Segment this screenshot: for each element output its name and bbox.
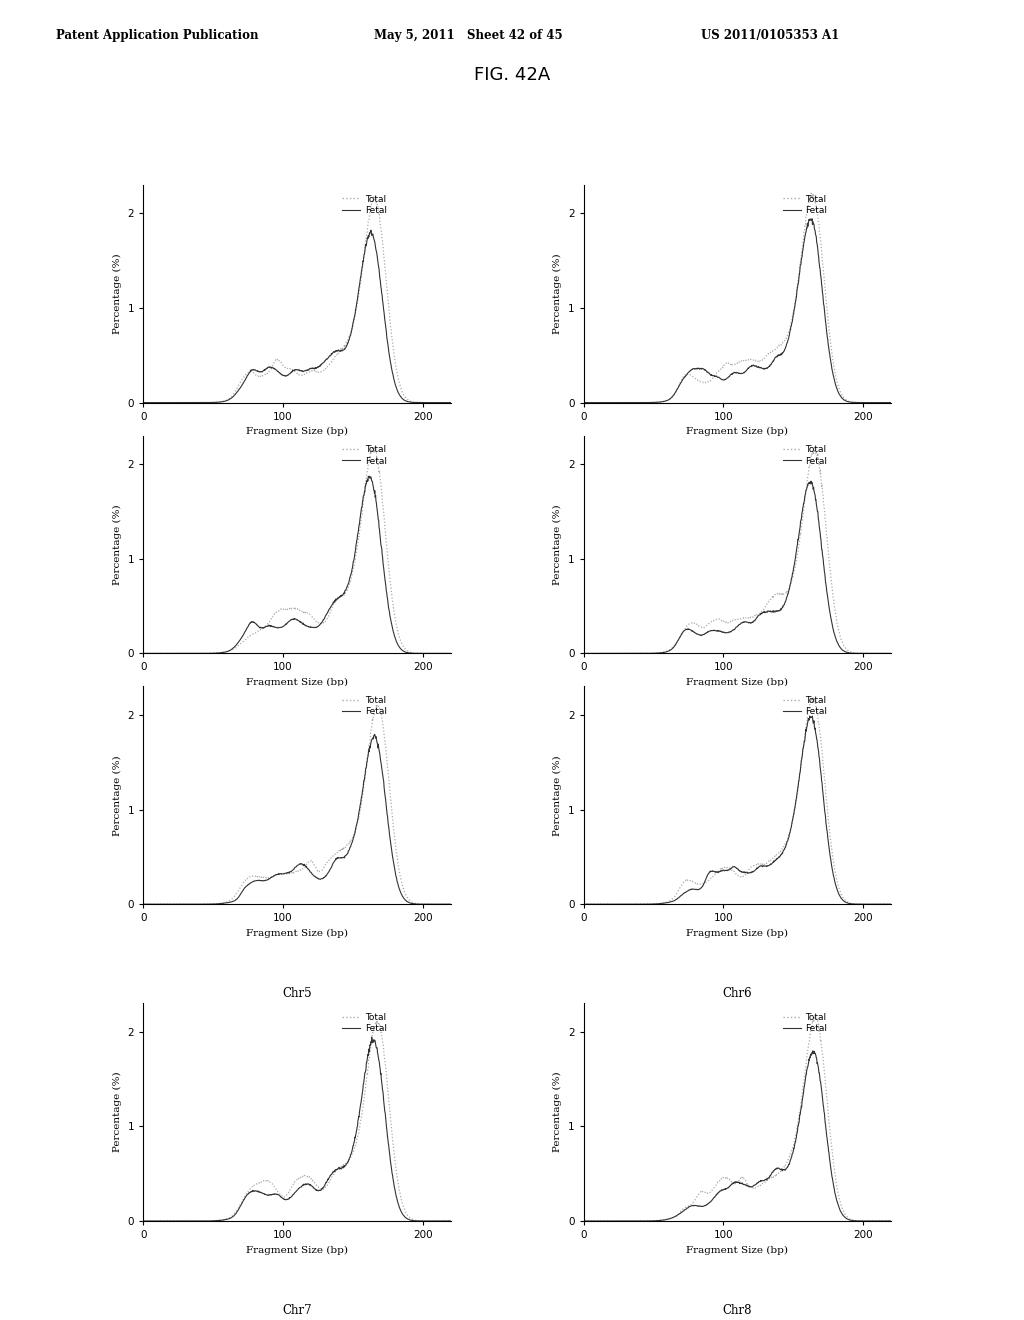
- Legend: Total, Fetal: Total, Fetal: [341, 445, 388, 466]
- X-axis label: Fragment Size (bp): Fragment Size (bp): [246, 678, 348, 688]
- Legend: Total, Fetal: Total, Fetal: [341, 1012, 388, 1034]
- Text: Chr4: Chr4: [723, 737, 752, 750]
- Legend: Total, Fetal: Total, Fetal: [781, 194, 828, 215]
- X-axis label: Fragment Size (bp): Fragment Size (bp): [246, 1246, 348, 1255]
- X-axis label: Fragment Size (bp): Fragment Size (bp): [246, 929, 348, 939]
- Y-axis label: Percentage (%): Percentage (%): [113, 1072, 122, 1152]
- Y-axis label: Percentage (%): Percentage (%): [113, 755, 122, 836]
- X-axis label: Fragment Size (bp): Fragment Size (bp): [686, 428, 788, 437]
- Legend: Total, Fetal: Total, Fetal: [781, 445, 828, 466]
- Text: Chr1: Chr1: [283, 486, 311, 499]
- X-axis label: Fragment Size (bp): Fragment Size (bp): [686, 1246, 788, 1255]
- Text: Patent Application Publication: Patent Application Publication: [56, 29, 259, 42]
- Text: May 5, 2011   Sheet 42 of 45: May 5, 2011 Sheet 42 of 45: [374, 29, 562, 42]
- Text: Chr7: Chr7: [283, 1304, 311, 1317]
- X-axis label: Fragment Size (bp): Fragment Size (bp): [686, 678, 788, 688]
- Legend: Total, Fetal: Total, Fetal: [781, 1012, 828, 1034]
- Text: Chr8: Chr8: [723, 1304, 752, 1317]
- Y-axis label: Percentage (%): Percentage (%): [553, 1072, 562, 1152]
- X-axis label: Fragment Size (bp): Fragment Size (bp): [686, 929, 788, 939]
- Legend: Total, Fetal: Total, Fetal: [781, 696, 828, 717]
- Y-axis label: Percentage (%): Percentage (%): [113, 253, 122, 334]
- Text: US 2011/0105353 A1: US 2011/0105353 A1: [701, 29, 840, 42]
- Text: Chr2: Chr2: [723, 486, 752, 499]
- Text: Chr5: Chr5: [283, 987, 311, 1001]
- Y-axis label: Percentage (%): Percentage (%): [553, 755, 562, 836]
- Y-axis label: Percentage (%): Percentage (%): [553, 253, 562, 334]
- X-axis label: Fragment Size (bp): Fragment Size (bp): [246, 428, 348, 437]
- Text: Chr6: Chr6: [723, 987, 752, 1001]
- Y-axis label: Percentage (%): Percentage (%): [553, 504, 562, 585]
- Y-axis label: Percentage (%): Percentage (%): [113, 504, 122, 585]
- Legend: Total, Fetal: Total, Fetal: [341, 696, 388, 717]
- Text: Chr3: Chr3: [283, 737, 311, 750]
- Legend: Total, Fetal: Total, Fetal: [341, 194, 388, 215]
- Text: FIG. 42A: FIG. 42A: [474, 66, 550, 84]
